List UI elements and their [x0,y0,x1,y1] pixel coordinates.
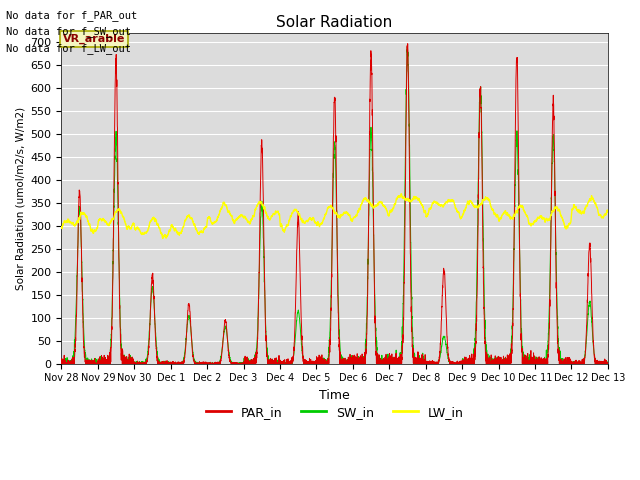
Text: No data for f_PAR_out: No data for f_PAR_out [6,10,138,21]
X-axis label: Time: Time [319,389,350,402]
Text: No data for f_SW_out: No data for f_SW_out [6,26,131,37]
Text: No data for f_LW_out: No data for f_LW_out [6,43,131,54]
Y-axis label: Solar Radiation (umol/m2/s, W/m2): Solar Radiation (umol/m2/s, W/m2) [15,107,25,290]
Legend: PAR_in, SW_in, LW_in: PAR_in, SW_in, LW_in [200,401,468,424]
Title: Solar Radiation: Solar Radiation [276,15,393,30]
Text: VR_arable: VR_arable [63,34,125,44]
